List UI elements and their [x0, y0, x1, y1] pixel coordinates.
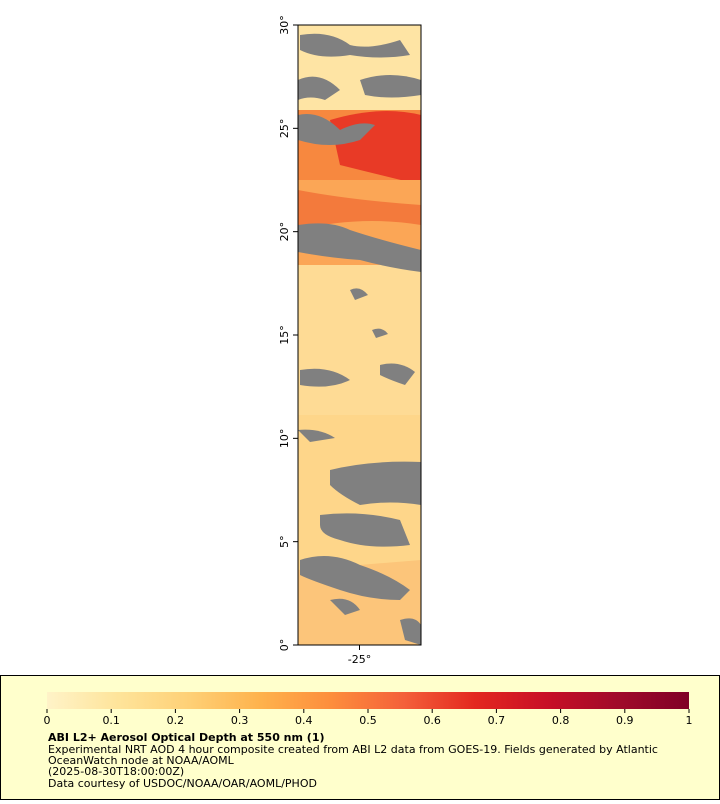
- colorbar-tick-label: 1: [686, 714, 693, 727]
- colorbar: [47, 692, 689, 709]
- colorbar-tick-label: 0.9: [616, 714, 634, 727]
- colorbar-tick-label: 0.1: [102, 714, 120, 727]
- colorbar-tick-label: 0.7: [488, 714, 506, 727]
- colorbar-tick-label: 0.8: [552, 714, 570, 727]
- x-tick-label: -25°: [348, 653, 371, 666]
- caption-line: OceanWatch node at NOAA/AOML: [48, 754, 235, 767]
- y-tick-label: 5°: [278, 535, 291, 548]
- colorbar-tick-label: 0.4: [295, 714, 313, 727]
- caption-title: ABI L2+ Aerosol Optical Depth at 550 nm …: [48, 731, 325, 744]
- caption-line: Data courtesy of USDOC/NOAA/OAR/AOML/PHO…: [48, 777, 317, 790]
- y-tick-label: 0°: [278, 639, 291, 652]
- y-tick-label: 15°: [278, 325, 291, 345]
- colorbar-tick-label: 0.2: [167, 714, 185, 727]
- colorbar-tick-label: 0.6: [423, 714, 441, 727]
- y-tick-label: 25°: [278, 119, 291, 139]
- caption-line: (2025-08-30T18:00:00Z): [48, 765, 184, 778]
- y-tick-label: 10°: [278, 429, 291, 449]
- colorbar-tick-label: 0.5: [359, 714, 377, 727]
- y-tick-label: 30°: [278, 15, 291, 35]
- caption-line: Experimental NRT AOD 4 hour composite cr…: [48, 743, 658, 756]
- colorbar-tick-label: 0: [44, 714, 51, 727]
- colorbar-tick-label: 0.3: [231, 714, 249, 727]
- y-tick-label: 20°: [278, 222, 291, 242]
- aod-imagery: [298, 25, 421, 645]
